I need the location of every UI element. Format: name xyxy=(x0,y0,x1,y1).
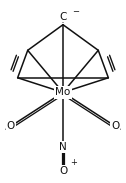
Text: N: N xyxy=(59,142,67,152)
Text: Mo: Mo xyxy=(55,87,71,97)
Text: O: O xyxy=(59,166,67,176)
Text: O: O xyxy=(111,121,119,131)
Text: +: + xyxy=(71,158,77,167)
Text: C: C xyxy=(59,12,67,22)
Text: O: O xyxy=(7,121,15,131)
Text: −: − xyxy=(72,8,79,16)
